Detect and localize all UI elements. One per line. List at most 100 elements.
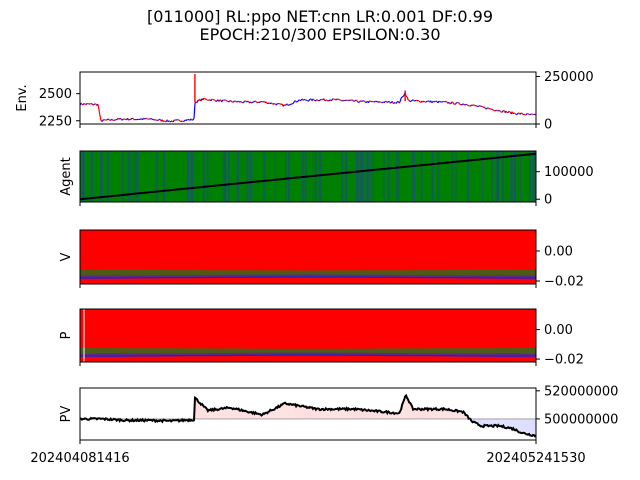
pv-fill-segment <box>494 418 496 425</box>
env-price-segment <box>99 114 102 121</box>
pv-fill-segment <box>293 404 295 419</box>
pv-fill-segment <box>528 418 530 435</box>
pv-fill-segment <box>500 418 502 427</box>
env-price-segment <box>214 99 217 102</box>
pv-fill-segment <box>481 418 483 427</box>
pv-fill-segment <box>309 406 311 419</box>
env-price-segment <box>364 100 366 103</box>
env-price-segment <box>306 99 309 102</box>
pv-fill-segment <box>327 408 329 419</box>
env-price-segment <box>221 99 224 103</box>
pv-fill-segment <box>447 409 449 419</box>
env-price-segment <box>514 113 517 115</box>
pv-fill-segment <box>222 408 224 419</box>
pv-fill-segment <box>370 410 372 419</box>
env-price-segment <box>125 118 127 121</box>
pv-fill-segment <box>443 408 445 419</box>
env-price-segment <box>246 100 248 103</box>
pv-fill-segment <box>486 418 488 426</box>
env-price-segment <box>386 101 389 104</box>
env-price-segment <box>235 101 237 103</box>
env-price-segment <box>85 103 88 105</box>
env-price-segment <box>284 104 287 106</box>
v-red-bottom <box>80 277 536 284</box>
pv-fill-segment <box>362 410 364 419</box>
env-price-segment <box>213 99 216 101</box>
env-price-segment <box>84 103 87 106</box>
env-price-segment <box>326 99 329 102</box>
pv-fill-segment <box>342 408 344 419</box>
pv-fill-segment <box>224 407 226 419</box>
agent-action-stripe <box>250 151 253 202</box>
pv-fill-segment <box>332 409 334 419</box>
env-price-segment <box>121 119 123 121</box>
env-price-segment <box>128 118 130 121</box>
env-price-segment <box>316 99 319 102</box>
env-price-segment <box>265 101 268 105</box>
agent-action-stripe <box>121 151 124 202</box>
env-price-segment <box>452 101 455 105</box>
pv-fill-segment <box>216 409 218 419</box>
pv-fill-segment <box>243 410 245 419</box>
agent-action-stripe <box>398 151 400 202</box>
agent-action-stripe <box>496 151 499 202</box>
env-price-segment <box>476 105 478 108</box>
panel-frame-1 <box>79 71 537 125</box>
env-price-segment <box>388 101 391 104</box>
pv-fill-segment <box>522 418 524 434</box>
env-price-segment <box>133 118 135 121</box>
env-price-segment <box>324 99 327 102</box>
pv-fill-segment <box>203 406 205 419</box>
pv-fill-segment <box>439 408 441 419</box>
env-price-segment <box>516 112 519 115</box>
pv-fill-segment <box>281 404 283 419</box>
pv-fill-segment <box>286 403 288 419</box>
pv-fill-segment <box>385 411 387 419</box>
pv-fill-segment <box>302 405 304 419</box>
agent-action-stripe <box>528 151 531 202</box>
env-price-segment <box>187 118 190 121</box>
pv-fill-segment <box>433 408 435 419</box>
agent-action-stripe <box>318 151 322 202</box>
pv-fill-segment <box>196 399 198 419</box>
pv-fill-segment <box>239 410 241 419</box>
env-price-segment <box>258 101 260 104</box>
env-price-segment <box>153 119 156 121</box>
env-price-segment <box>421 100 424 103</box>
env-price-segment <box>302 99 305 101</box>
pv-fill-segment <box>511 418 513 430</box>
env-price-segment <box>144 117 146 120</box>
pv-fill-segment <box>225 407 227 419</box>
env-price-segment <box>328 99 331 102</box>
env-price-segment <box>334 98 337 101</box>
pv-fill-segment <box>383 412 385 419</box>
pv-fill-segment <box>413 409 415 419</box>
env-price-segment <box>335 98 338 101</box>
pv-fill-segment <box>320 408 322 419</box>
agent-action-stripe <box>90 151 93 202</box>
pv-fill-segment <box>199 403 201 419</box>
pv-fill-segment <box>381 412 383 419</box>
env-price-segment <box>357 101 359 103</box>
env-price-segment <box>373 100 376 103</box>
env-price-segment <box>399 97 402 102</box>
ylabel-panel-5: PV <box>59 406 74 423</box>
env-price-segment <box>218 99 221 102</box>
env-price-segment <box>93 103 96 106</box>
agent-action-stripe <box>361 151 363 202</box>
env-price-segment <box>433 100 436 103</box>
pv-fill-segment <box>268 411 270 419</box>
pv-fill-segment <box>256 413 258 419</box>
pv-fill-segment <box>417 408 419 419</box>
pv-fill-segment <box>257 413 259 419</box>
pv-fill-segment <box>245 410 247 419</box>
agent-action-stripe <box>510 151 513 202</box>
pv-fill-segment <box>220 407 222 419</box>
env-price-segment <box>375 100 377 103</box>
agent-action-stripe <box>246 151 249 202</box>
env-price-segment <box>402 94 405 97</box>
agent-action-stripe <box>224 151 227 202</box>
env-price-segment <box>529 113 532 116</box>
pv-fill-segment <box>214 408 216 419</box>
y-tick-label-left: 2500 <box>39 87 72 102</box>
